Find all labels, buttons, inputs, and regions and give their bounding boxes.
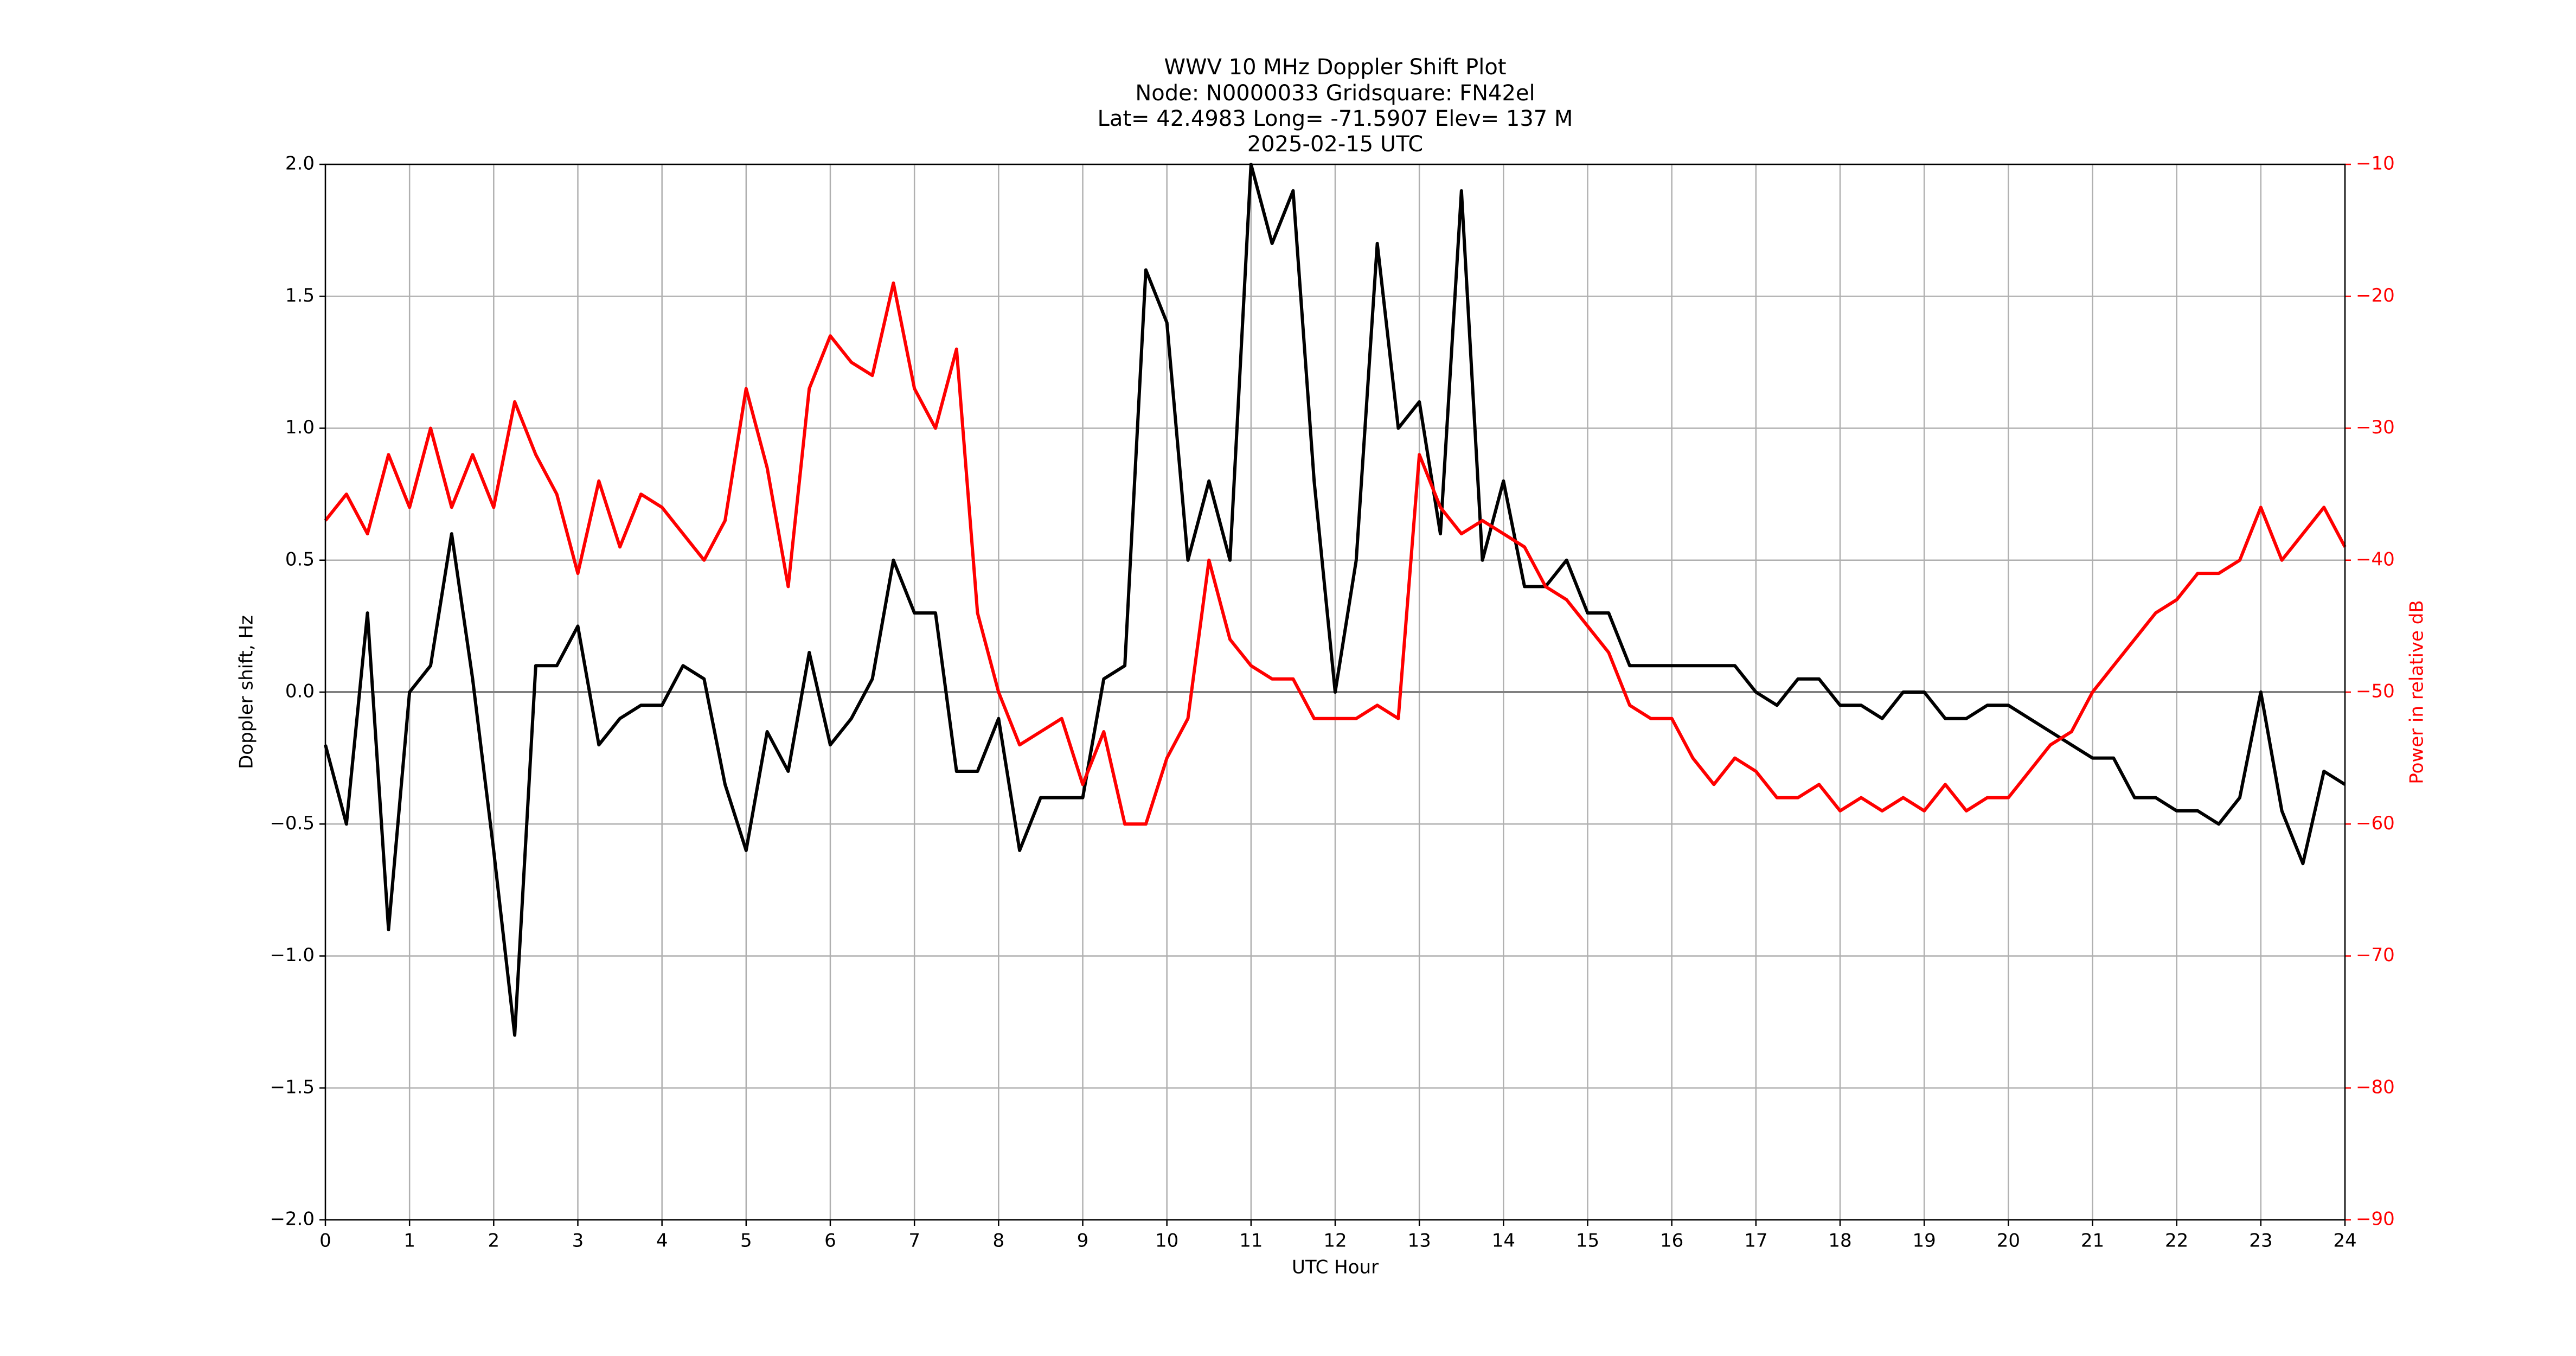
x-tick-label: 20 <box>1997 1230 2020 1252</box>
x-tick-label: 1 <box>403 1230 415 1252</box>
x-tick-label: 24 <box>2333 1230 2356 1252</box>
x-tick-label: 11 <box>1239 1230 1263 1252</box>
y2-tick-label: −10 <box>2356 153 2395 175</box>
data-line <box>324 281 2347 826</box>
y2-tick-label: −90 <box>2356 1208 2395 1230</box>
x-tick-label: 9 <box>1077 1230 1089 1252</box>
x-tick-label: 4 <box>656 1230 668 1252</box>
y2-tick-label: −20 <box>2356 285 2395 306</box>
x-tick-label: 2 <box>488 1230 500 1252</box>
x-tick-label: 0 <box>319 1230 331 1252</box>
y2-tick-label: −30 <box>2356 417 2395 438</box>
x-tick-label: 10 <box>1155 1230 1178 1252</box>
x-tick-label: 21 <box>2081 1230 2104 1252</box>
x-tick-label: 7 <box>908 1230 920 1252</box>
x-tick-label: 5 <box>740 1230 752 1252</box>
y-tick-label: −1.5 <box>270 1076 315 1098</box>
y-axis-label: Doppler shift, Hz <box>236 615 258 769</box>
data-line <box>324 163 2346 1037</box>
chart-subtitle: Lat= 42.4983 Long= -71.5907 Elev= 137 M <box>1098 106 1573 131</box>
x-tick-label: 22 <box>2165 1230 2188 1252</box>
y-tick-label: −1.0 <box>270 944 315 966</box>
x-tick-label: 19 <box>1913 1230 1936 1252</box>
x-tick-label: 14 <box>1492 1230 1515 1252</box>
x-tick-label: 8 <box>993 1230 1005 1252</box>
x-tick-label: 23 <box>2249 1230 2272 1252</box>
y-tick-label: 1.0 <box>285 417 315 438</box>
x-tick-label: 18 <box>1828 1230 1851 1252</box>
y-tick-label: 2.0 <box>285 153 315 175</box>
y2-axis-label: Power in relative dB <box>2406 600 2428 784</box>
chart-subtitle: Node: N0000033 Gridsquare: FN42el <box>1135 81 1535 106</box>
x-tick-label: 6 <box>824 1230 836 1252</box>
y2-tick-label: −60 <box>2356 813 2395 834</box>
x-tick-label: 3 <box>572 1230 584 1252</box>
y2-tick-label: −50 <box>2356 681 2395 702</box>
x-tick-label: 13 <box>1408 1230 1431 1252</box>
y-tick-label: 1.5 <box>285 285 315 306</box>
x-tick-label: 17 <box>1744 1230 1767 1252</box>
x-axis-label: UTC Hour <box>1292 1257 1379 1278</box>
chart-subtitle: 2025-02-15 UTC <box>1247 132 1423 157</box>
chart-title: WWV 10 MHz Doppler Shift Plot <box>1164 55 1506 80</box>
plot-frame <box>324 163 2346 1221</box>
x-tick-label: 15 <box>1576 1230 1599 1252</box>
x-tick-label: 12 <box>1323 1230 1347 1252</box>
y2-tick-label: −40 <box>2356 548 2395 570</box>
y-tick-label: −2.0 <box>270 1208 315 1230</box>
x-tick-label: 16 <box>1660 1230 1683 1252</box>
y-tick-label: 0.5 <box>285 548 315 570</box>
y-tick-label: 0.0 <box>285 681 315 702</box>
y-tick-label: −0.5 <box>270 813 315 834</box>
y2-tick-label: −70 <box>2356 944 2395 966</box>
y2-tick-label: −80 <box>2356 1076 2395 1098</box>
